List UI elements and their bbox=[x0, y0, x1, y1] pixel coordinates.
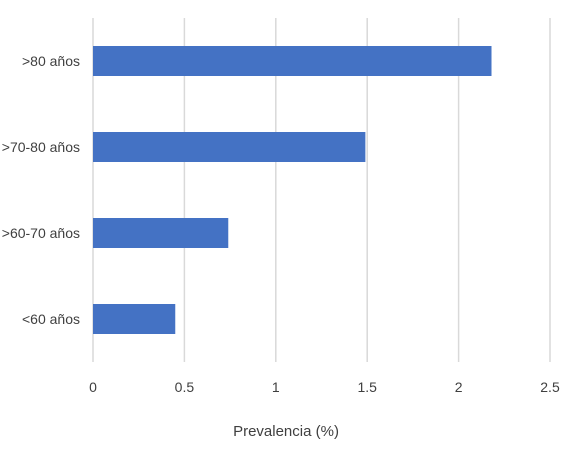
x-tick-label: 2 bbox=[455, 379, 463, 395]
bar bbox=[93, 46, 492, 76]
category-labels: >80 años >70-80 años >60-70 años <60 años bbox=[2, 53, 80, 327]
x-tick-label: 2.5 bbox=[540, 379, 560, 395]
bars bbox=[93, 46, 492, 334]
bar bbox=[93, 132, 366, 162]
x-tick-label: 1 bbox=[272, 379, 280, 395]
category-label: <60 años bbox=[22, 311, 80, 327]
category-label: >80 años bbox=[22, 53, 80, 69]
x-axis-title: Prevalencia (%) bbox=[233, 423, 339, 440]
x-tick-label: 0 bbox=[89, 379, 97, 395]
x-tick-label: 0.5 bbox=[175, 379, 195, 395]
x-tick-labels: 0 0.5 1 1.5 2 2.5 bbox=[89, 379, 560, 395]
bar bbox=[93, 304, 176, 334]
category-label: >60-70 años bbox=[2, 225, 80, 241]
category-label: >70-80 años bbox=[2, 139, 80, 155]
x-tick-label: 1.5 bbox=[357, 379, 377, 395]
bar bbox=[93, 218, 229, 248]
